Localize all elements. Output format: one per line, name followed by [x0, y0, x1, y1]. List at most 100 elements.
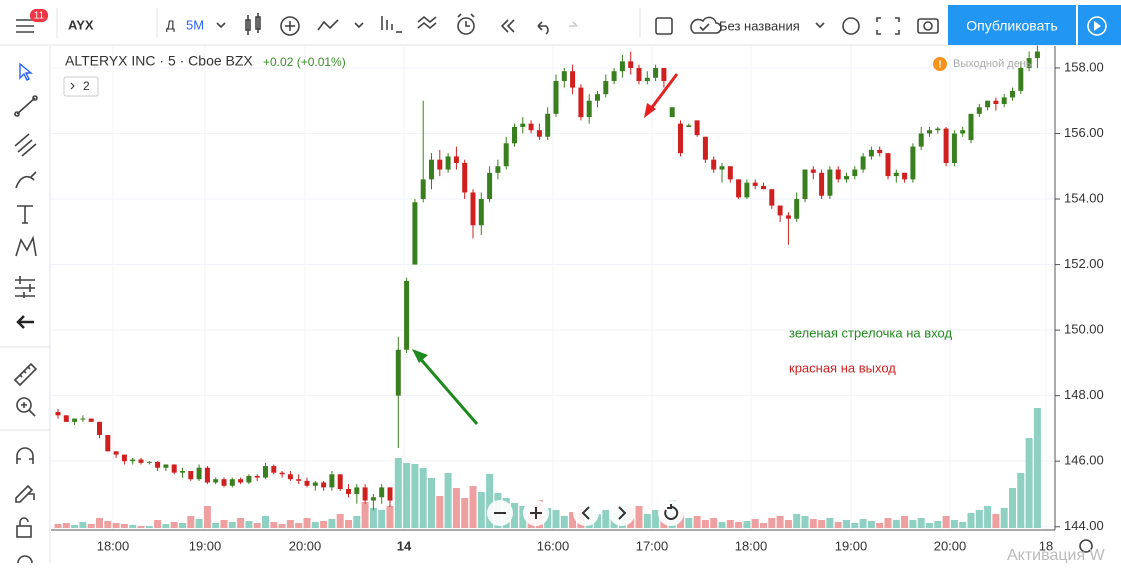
line-tool[interactable] — [14, 95, 38, 117]
axis-settings[interactable] — [1079, 539, 1093, 553]
candle-body — [204, 467, 210, 483]
volume-bar — [378, 510, 386, 528]
layout-dropdown[interactable] — [815, 22, 825, 29]
status-icon-mark: ! — [938, 60, 941, 71]
alert-button[interactable] — [457, 13, 475, 35]
candle-body — [669, 107, 675, 118]
ruler-tool[interactable] — [13, 362, 38, 387]
volume-bar — [511, 503, 518, 528]
volume-bar — [253, 523, 261, 528]
zoom-in-button[interactable] — [523, 500, 549, 526]
redo-button[interactable] — [569, 21, 578, 27]
x-tick-label: 20:00 — [934, 538, 967, 553]
volume-bar — [519, 506, 527, 528]
candle-body — [702, 136, 708, 160]
zoom-tool[interactable] — [16, 397, 36, 417]
text-tool[interactable] — [17, 205, 33, 224]
candle-body — [512, 126, 517, 144]
volume-bar — [345, 520, 352, 528]
volume-bar — [967, 513, 975, 528]
volume-bar — [154, 520, 162, 528]
symbol[interactable]: AYX — [68, 17, 94, 32]
financials-button[interactable] — [381, 16, 402, 33]
legend-toggle[interactable] — [63, 76, 99, 97]
cloud-icon[interactable] — [690, 16, 722, 34]
scroll-right-button[interactable] — [609, 500, 635, 526]
play-circle — [1087, 16, 1107, 36]
candle-body — [121, 454, 127, 462]
candle-body — [478, 199, 484, 226]
candle-body — [761, 185, 766, 190]
candle-body — [545, 113, 551, 137]
candle-body — [561, 71, 567, 82]
candle-body — [97, 421, 102, 435]
snapshot-button[interactable] — [917, 18, 939, 34]
prediction-tool[interactable] — [15, 276, 35, 298]
volume-bar — [884, 518, 892, 528]
chart-style-button[interactable] — [245, 13, 261, 35]
menu-button[interactable] — [16, 19, 34, 33]
cursor-tool[interactable] — [19, 62, 33, 81]
pattern-tool[interactable] — [15, 235, 37, 257]
undo-button[interactable] — [537, 21, 549, 35]
volume-bar — [71, 525, 79, 528]
y-tick-label: 150.00 — [1064, 322, 1104, 337]
publish-button[interactable] — [948, 5, 1076, 45]
brush-tool[interactable] — [15, 171, 37, 189]
candle-body — [188, 471, 194, 480]
left-toolbar — [0, 46, 50, 563]
magnet-tool[interactable] — [16, 447, 34, 464]
templates-button[interactable] — [417, 15, 437, 30]
candle-body — [130, 459, 136, 462]
scroll-left-button[interactable] — [573, 500, 599, 526]
interval[interactable]: 5М — [186, 17, 204, 32]
reset-button[interactable] — [658, 500, 684, 526]
candle-body — [462, 162, 468, 193]
candle-body — [429, 159, 434, 180]
lock-drawing-tool[interactable] — [15, 484, 35, 503]
y-tick-label: 148.00 — [1064, 387, 1104, 402]
channel-tool[interactable] — [14, 133, 37, 157]
candle-body — [844, 176, 849, 180]
replay-button[interactable] — [500, 19, 515, 33]
indicators-dropdown[interactable] — [354, 22, 364, 29]
volume-bar — [336, 514, 344, 528]
x-tick-label: 18 — [1039, 538, 1053, 553]
volume-bar — [220, 520, 228, 528]
maximize-button[interactable] — [876, 17, 900, 35]
layout-name[interactable]: Без названия — [719, 18, 800, 33]
volume-bar — [162, 524, 170, 528]
back-tool[interactable] — [16, 315, 34, 329]
volume-bar — [286, 520, 294, 528]
volume-bar — [768, 518, 776, 528]
x-tick-label: 14 — [397, 538, 412, 553]
settings-button[interactable] — [842, 17, 860, 35]
candle-body — [1026, 58, 1032, 68]
volume-bar — [594, 514, 601, 528]
indicators-button[interactable] — [317, 19, 339, 31]
candle-body — [329, 474, 335, 488]
compare-button[interactable] — [280, 16, 300, 36]
candle-body — [719, 166, 725, 170]
volume-bar — [801, 516, 809, 528]
fullscreen-toggle[interactable] — [655, 17, 673, 35]
candle-body — [346, 489, 351, 494]
volume-bar — [643, 514, 651, 528]
candle-body — [603, 81, 609, 95]
candle-body — [553, 81, 559, 114]
volume-bar — [959, 522, 967, 528]
y-tick-label: 144.00 — [1064, 518, 1104, 533]
candle-body — [528, 123, 534, 131]
candle-body — [213, 479, 219, 483]
candle-body — [794, 199, 800, 219]
candle-body — [287, 474, 293, 480]
interval-prefix[interactable]: Д — [166, 17, 175, 32]
zoom-out-button[interactable] — [487, 500, 513, 526]
lock-tool[interactable] — [16, 517, 32, 538]
interval-dropdown[interactable] — [216, 22, 226, 29]
volume-bar — [1017, 473, 1025, 528]
candle-body — [238, 479, 244, 483]
volume-bar — [369, 508, 377, 528]
volume-bar — [295, 523, 303, 528]
